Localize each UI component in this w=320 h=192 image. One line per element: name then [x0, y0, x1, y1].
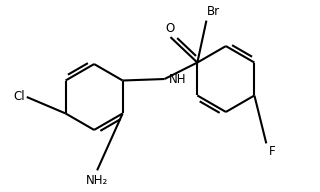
Text: NH₂: NH₂: [86, 174, 108, 187]
Text: NH: NH: [169, 73, 187, 85]
Text: O: O: [166, 22, 175, 35]
Text: F: F: [269, 145, 276, 158]
Text: Br: Br: [206, 5, 220, 18]
Text: Cl: Cl: [14, 90, 25, 103]
